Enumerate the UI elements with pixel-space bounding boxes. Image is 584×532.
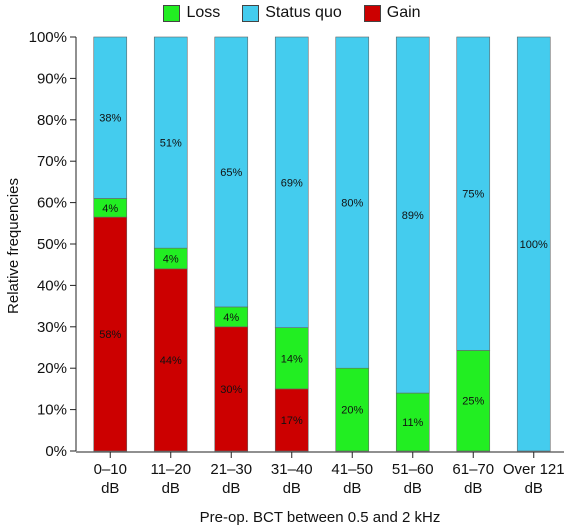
y-tick-label: 80% [37, 112, 67, 129]
bar-segment-status-quo [274, 36, 309, 328]
x-tick-label: 21–30 [210, 461, 252, 478]
x-tick-label-unit: dB [101, 480, 119, 497]
bar-segment-loss [274, 327, 309, 390]
legend-item-status-quo: Status quo [242, 4, 342, 22]
bar-value-label: 51% [160, 138, 182, 150]
x-tick-label-unit: dB [404, 480, 422, 497]
bar-segment-gain [214, 326, 249, 452]
bar-value-label: 4% [102, 203, 118, 215]
y-tick-label: 50% [37, 236, 67, 253]
x-tick-label: 0–10 [94, 461, 127, 478]
bar-segment-status-quo [153, 36, 188, 249]
y-tick-label: 100% [29, 29, 67, 46]
bar-segment-status-quo [456, 36, 491, 351]
bar-segment-gain [274, 388, 309, 452]
bar-value-label: 14% [281, 353, 303, 365]
x-tick-label-unit: dB [162, 480, 180, 497]
bar-value-label: 75% [462, 189, 484, 201]
bar-segment-status-quo [214, 36, 249, 308]
bar-value-label: 80% [341, 198, 363, 210]
y-tick-label: 30% [37, 319, 67, 336]
x-tick-label-unit: dB [222, 480, 240, 497]
x-tick-label: 11–20 [150, 461, 191, 478]
bar-value-label: 4% [163, 253, 179, 265]
bar-value-label: 69% [281, 177, 303, 189]
bar-segment-gain [153, 268, 188, 452]
legend-label-gain: Gain [386, 4, 421, 21]
y-tick-label: 60% [37, 195, 67, 212]
x-tick-label: 41–50 [331, 461, 373, 478]
bar-value-label: 20% [341, 405, 363, 417]
y-tick-label: 90% [37, 70, 67, 87]
bar-segment-status-quo [335, 36, 370, 369]
x-tick-label-unit: dB [283, 480, 301, 497]
legend-swatch-gain [363, 4, 381, 22]
bar-value-label: 38% [99, 113, 121, 125]
y-tick-label: 0% [45, 443, 67, 460]
bar-segment-loss [395, 392, 430, 452]
bar-segment-status-quo [93, 36, 128, 199]
bar-value-label: 17% [281, 415, 303, 427]
legend-swatch-loss [163, 4, 181, 22]
bar-segment-gain [93, 216, 128, 452]
bar-value-label: 89% [402, 210, 424, 222]
legend-label-status-quo: Status quo [265, 4, 342, 21]
x-tick-label: 51–60 [392, 461, 434, 478]
bar-value-label: 44% [160, 355, 182, 367]
bar-value-label: 58% [99, 329, 121, 341]
bar-value-label: 4% [223, 312, 239, 324]
legend-item-loss: Loss [163, 4, 220, 22]
bar-segment-loss [335, 367, 370, 452]
legend-label-loss: Loss [186, 4, 221, 21]
legend-item-gain: Gain [363, 4, 421, 22]
bar-segment-loss [456, 350, 491, 452]
bar-value-label: 30% [220, 384, 242, 396]
y-tick-label: 70% [37, 153, 67, 170]
x-tick-label-unit: dB [343, 480, 361, 497]
x-tick-label-unit: dB [525, 480, 543, 497]
bar-segment-status-quo [516, 36, 551, 452]
x-tick-label: 31–40 [271, 461, 313, 478]
y-tick-label: 40% [37, 277, 67, 294]
chart-legend: Loss Status quo Gain [0, 4, 584, 22]
y-axis-title: Relative frequencies [5, 178, 22, 314]
x-axis-title: Pre-op. BCT between 0.5 and 2 kHz [200, 509, 441, 526]
bar-segment-status-quo [395, 36, 430, 394]
x-tick-label: 61–70 [452, 461, 494, 478]
y-tick-label: 20% [37, 360, 67, 377]
bars: 58% 4% 38% 44% 4% 51% 30% 4% 65% 17% 14% 69% 20% 80% 1… [93, 36, 551, 452]
bar-value-label: 11% [402, 417, 423, 429]
y-tick-label: 10% [37, 402, 67, 419]
x-tick-label: Over 121 [503, 461, 565, 478]
bar-value-label: 25% [462, 396, 484, 408]
x-axis: 0–10 dB 11–20 dB 21–30 dB 31–40 dB 41–50 dB 51–60 d… [76, 451, 565, 497]
bar-value-label: 65% [220, 167, 242, 179]
x-tick-label-unit: dB [464, 480, 482, 497]
bar-value-label: 100% [520, 239, 548, 251]
y-axis: 0% 10% 20% 30% 40% 50% 60% 70% 80% 90% 100% [29, 29, 77, 460]
legend-swatch-status-quo [242, 4, 260, 22]
